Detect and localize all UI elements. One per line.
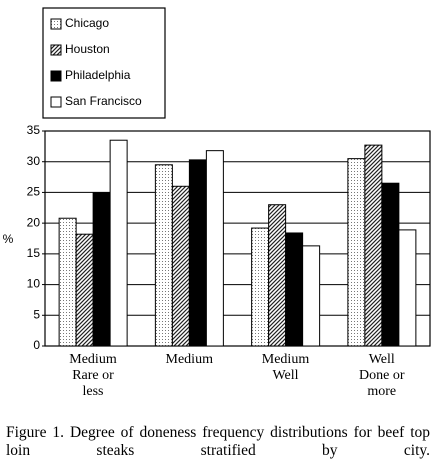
y-tick-label: 5 (33, 307, 40, 321)
y-tick-label: 0 (33, 338, 40, 352)
y-tick-label: 20 (27, 215, 41, 229)
bar (285, 232, 304, 347)
x-tick-label: Medium Rare or less (69, 352, 117, 399)
legend-box (42, 7, 166, 119)
x-tick-label: Well Done or more (359, 352, 405, 399)
bar (347, 158, 366, 347)
caption: Figure 1. Degree of doneness frequency d… (6, 424, 430, 459)
bar (205, 150, 224, 347)
bar (398, 229, 417, 347)
y-tick-label: 25 (27, 185, 41, 199)
legend-swatch (50, 70, 62, 82)
legend-label: San Francisco (65, 94, 142, 108)
bar (75, 233, 94, 347)
y-tick-label: 15 (27, 246, 41, 260)
bar (302, 245, 321, 347)
bar (171, 185, 190, 347)
bar (268, 204, 287, 347)
bar (188, 159, 207, 347)
legend-label: Philadelphia (65, 68, 131, 82)
x-tick-label: Medium Well (261, 352, 310, 383)
legend-label: Houston (65, 42, 110, 56)
y-tick-label: 10 (27, 277, 41, 291)
y-tick-label: 30 (27, 154, 41, 168)
y-tick-label: 35 (27, 123, 41, 137)
legend-swatch (50, 44, 62, 56)
x-tick-label: Medium (165, 352, 213, 367)
chart: % 0 5 10 15 20 25 30 35 Chicago Houston Philadelph… (3, 7, 431, 352)
bar (154, 164, 173, 347)
bar (58, 217, 77, 347)
y-axis-label: % (3, 232, 14, 246)
bar (364, 144, 383, 347)
bar (92, 192, 111, 347)
plot-frame (44, 130, 431, 347)
legend-swatch (50, 96, 62, 108)
bar (251, 227, 270, 347)
legend-swatch (50, 18, 62, 30)
legend-label: Chicago (65, 16, 109, 30)
bar (381, 182, 400, 347)
bar (109, 139, 128, 347)
